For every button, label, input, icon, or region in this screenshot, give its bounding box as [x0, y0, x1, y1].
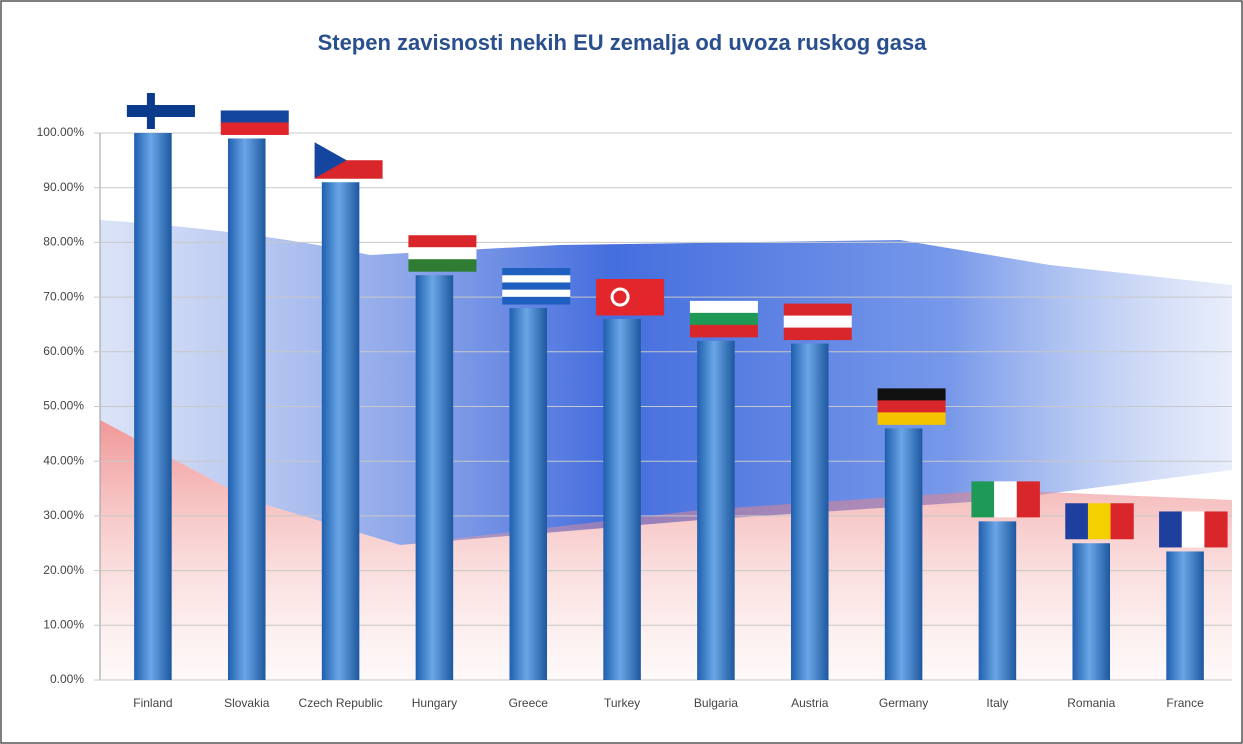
flag-stripe [1110, 503, 1134, 540]
flag-stripe [971, 481, 995, 518]
background-red [100, 420, 1232, 680]
flag-stripe [596, 278, 665, 316]
x-tick-label: Romania [1067, 696, 1115, 710]
x-tick-label: Bulgaria [694, 696, 738, 710]
flag-stripe [1204, 511, 1228, 548]
x-tick-label: Austria [791, 696, 829, 710]
flag-stripe [689, 300, 758, 314]
flag-stripe [994, 481, 1018, 518]
bar [415, 275, 454, 680]
bar [603, 318, 641, 680]
flag-stripe [408, 259, 477, 272]
flag-crescent [610, 287, 630, 307]
bar [134, 133, 172, 680]
bar [227, 138, 266, 681]
y-tick-label: 50.00% [43, 399, 84, 413]
bar [790, 343, 829, 680]
y-tick-label: 60.00% [43, 344, 84, 358]
flag-triangle [314, 142, 347, 179]
y-tick-label: 80.00% [43, 235, 84, 249]
bar [509, 308, 548, 680]
y-tick-label: 100.00% [37, 125, 85, 139]
x-tick-label: Czech Republic [299, 696, 383, 710]
bar [978, 521, 1017, 680]
flag-stripe [783, 315, 852, 329]
x-tick-label: Turkey [604, 696, 640, 710]
flag-stripe [502, 289, 571, 298]
flag-stripe [1181, 511, 1205, 548]
x-tick-label: Italy [986, 696, 1008, 710]
flag-cross [146, 93, 155, 129]
flag-stripe [126, 93, 195, 106]
flag-stripe [502, 275, 571, 283]
background-blue [100, 220, 1232, 545]
y-tick-label: 90.00% [43, 180, 84, 194]
y-tick-label: 70.00% [43, 289, 84, 303]
x-tick-label: Hungary [412, 696, 457, 710]
flag-stripe [689, 312, 758, 326]
flag-stripe [220, 122, 289, 135]
flag-stripe [783, 327, 852, 341]
bar [1072, 543, 1111, 680]
flag-stripe [408, 247, 477, 260]
bar [321, 182, 360, 681]
flag-stripe [220, 110, 289, 123]
flag-stripe [502, 296, 571, 305]
flag-stripe [877, 412, 946, 425]
y-tick-label: 30.00% [43, 508, 84, 522]
bar [697, 340, 735, 680]
y-tick-label: 10.00% [43, 617, 84, 631]
x-tick-label: Greece [509, 696, 549, 710]
flag-stripe [1016, 481, 1040, 518]
flag-stripe [126, 117, 195, 130]
flag-stripe [1065, 503, 1089, 540]
flag-stripe [1159, 511, 1183, 548]
y-tick-label: 0.00% [50, 672, 84, 686]
flag-stripe [502, 268, 571, 276]
y-tick-label: 40.00% [43, 453, 84, 467]
flag-stripe [689, 324, 758, 338]
flag-stripe [877, 400, 946, 413]
x-tick-label: Finland [133, 696, 172, 710]
flag-stripe [877, 388, 946, 401]
flag-stripe [408, 235, 477, 248]
flag-stripe [220, 98, 289, 111]
bar [884, 428, 923, 680]
chart-title: Stepen zavisnosti nekih EU zemalja od uv… [318, 30, 928, 55]
x-tick-label: Germany [879, 696, 928, 710]
flag-cross [126, 107, 195, 115]
bar [1166, 551, 1204, 680]
x-tick-label: France [1166, 696, 1204, 710]
flag-stripe [783, 303, 852, 317]
y-tick-label: 20.00% [43, 563, 84, 577]
flag-stripe [1087, 503, 1112, 540]
x-tick-label: Slovakia [224, 696, 270, 710]
flag-stripe [502, 282, 571, 291]
